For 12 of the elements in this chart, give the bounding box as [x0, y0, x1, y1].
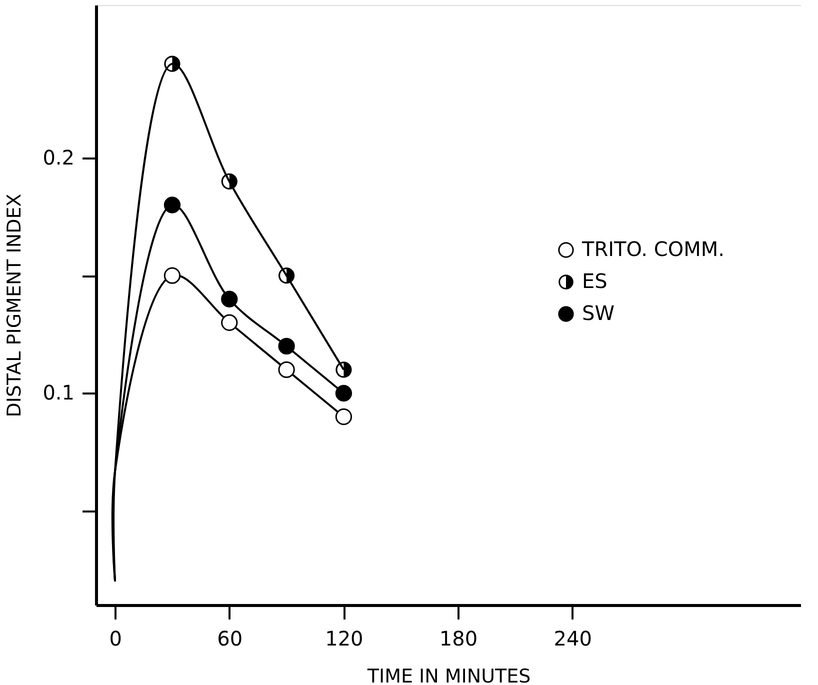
y-tick-label: 0.1 [42, 380, 74, 405]
x-axis-title: TIME IN MINUTES [366, 666, 531, 685]
legend-label: TRITO. COMM. [581, 237, 724, 261]
x-tick-label: 180 [439, 626, 478, 650]
x-tick-label: 240 [554, 626, 592, 650]
y-tick-label: 0.2 [42, 145, 74, 170]
legend-label: SW [582, 301, 615, 325]
x-tick-label: 0 [109, 626, 122, 650]
x-tick-label: 120 [325, 626, 364, 650]
legend-label: ES [582, 269, 608, 293]
y-axis-title: DISTAL PIGMENT INDEX [4, 194, 26, 418]
x-tick-label: 60 [217, 626, 243, 650]
